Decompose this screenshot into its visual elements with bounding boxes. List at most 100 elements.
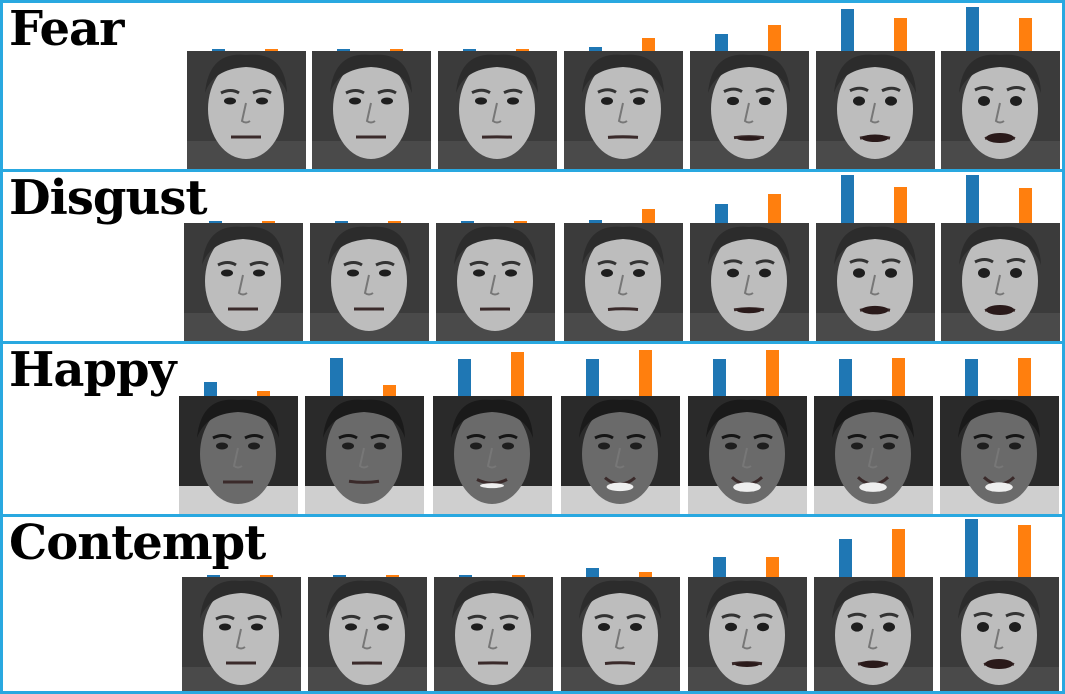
- face-frame: [310, 223, 429, 341]
- bar-series-a: [459, 575, 472, 577]
- face-image: [940, 577, 1059, 691]
- bar-series-b: [892, 529, 905, 577]
- face-frame: [816, 223, 935, 341]
- face-frame: [438, 51, 557, 169]
- face-frame: [305, 396, 424, 514]
- face-image: [688, 577, 807, 691]
- bar-series-a: [335, 221, 348, 223]
- face-frame: [816, 51, 935, 169]
- bar-series-a: [839, 359, 852, 396]
- face-image: [310, 223, 429, 341]
- bar-series-b: [642, 37, 655, 51]
- bar-series-b: [894, 187, 907, 223]
- face-image: [179, 396, 298, 514]
- face-frame: [561, 396, 680, 514]
- bar-series-b: [265, 49, 278, 51]
- bar-series-b: [1018, 357, 1031, 396]
- face-frame: [436, 223, 555, 341]
- row-label-contempt: Contempt: [9, 515, 266, 571]
- bar-series-b: [766, 556, 779, 577]
- face-frame: [940, 396, 1059, 514]
- bar-series-b: [388, 221, 401, 223]
- bar-series-b: [512, 575, 525, 577]
- bar-series-a: [715, 34, 728, 51]
- bar-series-a: [965, 359, 978, 396]
- face-frame: [941, 223, 1060, 341]
- face-image: [814, 396, 933, 514]
- bar-series-a: [330, 357, 343, 396]
- face-image: [305, 396, 424, 514]
- row-happy: Happy: [0, 341, 1065, 517]
- bar-series-b: [768, 194, 781, 223]
- bar-series-b: [894, 18, 907, 51]
- bar-series-b: [514, 220, 527, 223]
- bar-series-a: [713, 556, 726, 577]
- face-frame: [564, 223, 683, 341]
- face-image: [308, 577, 427, 691]
- face-frame: [434, 577, 553, 691]
- bar-series-b: [260, 575, 273, 577]
- row-label-fear: Fear: [9, 1, 124, 57]
- face-image: [816, 51, 935, 169]
- face-image: [184, 223, 303, 341]
- bar-series-a: [463, 49, 476, 51]
- bar-series-a: [586, 359, 599, 396]
- row-label-happy: Happy: [9, 342, 176, 398]
- bar-series-a: [841, 175, 854, 223]
- face-image: [564, 51, 683, 169]
- bar-series-a: [337, 49, 350, 51]
- bar-series-a: [589, 47, 602, 51]
- bar-series-a: [839, 539, 852, 577]
- face-frame: [690, 51, 809, 169]
- bar-series-b: [386, 575, 399, 577]
- bar-series-b: [1019, 188, 1032, 223]
- bar-series-a: [461, 221, 474, 223]
- face-image: [434, 577, 553, 691]
- face-image: [690, 51, 809, 169]
- face-image: [312, 51, 431, 169]
- bar-series-b: [257, 391, 270, 396]
- face-frame: [814, 577, 933, 691]
- face-image: [816, 223, 935, 341]
- bar-series-b: [766, 350, 779, 396]
- bar-series-b: [768, 25, 781, 51]
- bar-series-b: [383, 384, 396, 396]
- face-frame: [433, 396, 552, 514]
- face-frame: [940, 577, 1059, 691]
- bar-series-a: [204, 382, 217, 396]
- row-disgust: Disgust: [0, 169, 1065, 344]
- bar-series-a: [966, 7, 979, 51]
- face-image: [940, 396, 1059, 514]
- face-frame: [688, 396, 807, 514]
- face-image: [438, 51, 557, 169]
- bar-series-b: [642, 208, 655, 223]
- bar-series-a: [458, 359, 471, 396]
- bar-series-b: [262, 221, 275, 223]
- face-frame: [182, 577, 301, 691]
- face-image: [436, 223, 555, 341]
- bar-series-a: [966, 175, 979, 223]
- face-frame: [814, 396, 933, 514]
- face-frame: [312, 51, 431, 169]
- row-fear: Fear: [0, 0, 1065, 172]
- bar-series-a: [209, 221, 222, 223]
- face-frame: [941, 51, 1060, 169]
- row-label-disgust: Disgust: [9, 170, 208, 226]
- bar-series-a: [715, 203, 728, 223]
- face-image: [561, 577, 680, 691]
- face-frame: [179, 396, 298, 514]
- face-image: [561, 396, 680, 514]
- bar-series-a: [713, 359, 726, 396]
- face-image: [688, 396, 807, 514]
- bar-series-a: [841, 9, 854, 51]
- face-frame: [184, 223, 303, 341]
- face-image: [814, 577, 933, 691]
- face-frame: [564, 51, 683, 169]
- bar-series-b: [1018, 524, 1031, 577]
- bar-series-a: [212, 49, 225, 51]
- bar-series-a: [589, 220, 602, 223]
- face-image: [564, 223, 683, 341]
- face-frame: [187, 51, 306, 169]
- face-frame: [561, 577, 680, 691]
